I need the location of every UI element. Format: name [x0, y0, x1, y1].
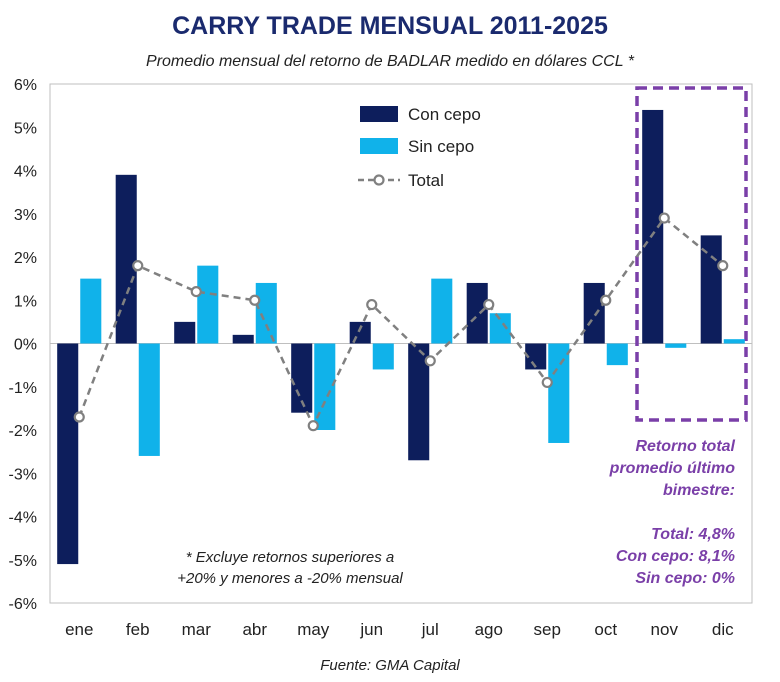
legend-label: Total: [408, 171, 444, 190]
bar-con-cepo: [174, 321, 196, 344]
bar-sin-cepo: [606, 343, 628, 366]
y-tick-label: 6%: [14, 77, 37, 94]
highlight-title-line: bimestre:: [663, 482, 735, 499]
y-tick-label: 1%: [14, 293, 37, 310]
total-point: [483, 298, 495, 311]
y-tick-label: -4%: [9, 510, 37, 527]
x-tick-label: mar: [182, 620, 212, 639]
legend-swatch: [360, 106, 398, 122]
total-point: [600, 294, 612, 306]
x-tick-label: oct: [594, 620, 617, 639]
bar-con-cepo: [525, 343, 547, 370]
legend-marker: [373, 174, 385, 186]
total-point: [132, 260, 144, 272]
legend-label: Con cepo: [408, 105, 481, 124]
bar-con-cepo: [642, 109, 664, 344]
axes: -6% -5% -4% -3% -2% -1% 0% 1% 2% 3% 4% 5% 6% ene feb ma…: [9, 77, 753, 639]
bar-con-cepo: [291, 343, 313, 413]
total-point: [366, 298, 378, 311]
y-tick-label: -5%: [9, 553, 37, 570]
y-tick-label: 3%: [14, 207, 37, 224]
highlight-box: [635, 86, 748, 422]
bar-sin-cepo: [138, 343, 160, 456]
y-tick-label: 0%: [14, 337, 37, 354]
bar-con-cepo: [700, 235, 722, 344]
x-tick-label: may: [297, 620, 330, 639]
highlight-title-line: promedio último: [609, 460, 736, 477]
legend-swatch: [360, 138, 398, 154]
legend: Con cepo Sin cepo Total: [358, 105, 481, 190]
bar-con-cepo: [57, 343, 79, 565]
bar-con-cepo: [232, 334, 254, 344]
y-tick-label: 4%: [14, 164, 37, 181]
highlight-value-line: Sin cepo: 0%: [635, 570, 735, 587]
bar-con-cepo: [115, 174, 137, 344]
x-tick-label: jun: [359, 620, 383, 639]
total-point: [658, 212, 670, 224]
x-tick-label: ene: [65, 620, 93, 639]
bar-sin-cepo: [489, 313, 511, 344]
bar-con-cepo: [408, 343, 430, 461]
chart-title: CARRY TRADE MENSUAL 2011-2025: [172, 12, 608, 40]
bar-con-cepo: [466, 282, 488, 344]
bar-sin-cepo: [372, 343, 394, 370]
bar-sin-cepo: [723, 339, 745, 344]
total-point: [541, 376, 553, 389]
x-tick-label: abr: [242, 620, 267, 639]
footnote-line: +20% y menores a -20% mensual: [177, 570, 403, 587]
total-point: [717, 260, 729, 272]
legend-label: Sin cepo: [408, 137, 474, 156]
total-point: [249, 294, 261, 306]
bar-con-cepo: [349, 321, 371, 344]
x-tick-label: nov: [651, 620, 679, 639]
bar-sin-cepo: [665, 343, 687, 348]
bar-con-cepo: [583, 282, 605, 344]
highlight-value-line: Total: 4,8%: [651, 526, 735, 543]
total-point: [424, 355, 436, 367]
total-point: [73, 411, 85, 423]
total-line-group: [73, 212, 729, 432]
highlight-group: [635, 86, 748, 422]
highlight-value-line: Con cepo: 8,1%: [616, 548, 735, 565]
highlight-title-line: Retorno total: [635, 438, 735, 455]
total-point: [190, 286, 202, 298]
y-tick-label: 2%: [14, 250, 37, 267]
chart-subtitle: Promedio mensual del retorno de BADLAR m…: [146, 53, 635, 70]
x-tick-label: feb: [126, 620, 150, 639]
x-tick-label: ago: [475, 620, 503, 639]
footnote-line: * Excluye retornos superiores a: [186, 549, 394, 566]
source-note: Fuente: GMA Capital: [320, 657, 460, 674]
x-tick-label: jul: [421, 620, 439, 639]
total-point: [307, 420, 319, 432]
bar-sin-cepo: [255, 282, 277, 344]
bar-sin-cepo: [314, 343, 336, 430]
y-tick-label: 5%: [14, 120, 37, 137]
bars-group: [57, 109, 745, 565]
y-tick-label: -1%: [9, 380, 37, 397]
bar-sin-cepo: [197, 265, 219, 344]
y-tick-label: -2%: [9, 423, 37, 440]
x-tick-label: sep: [534, 620, 561, 639]
bar-sin-cepo: [548, 343, 570, 443]
bar-sin-cepo: [80, 278, 102, 344]
y-tick-label: -3%: [9, 466, 37, 483]
bar-sin-cepo: [431, 278, 453, 344]
x-tick-label: dic: [712, 620, 734, 639]
y-tick-label: -6%: [9, 596, 37, 613]
annotations: Retorno total promedio último bimestre: Tot…: [177, 438, 735, 674]
